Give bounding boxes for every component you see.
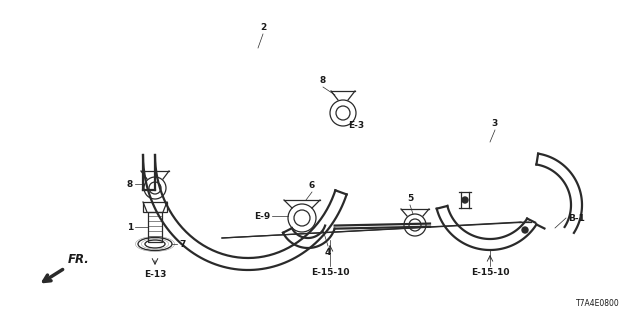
Text: 2: 2 (260, 23, 266, 32)
Text: 4: 4 (325, 248, 331, 257)
Text: E-3: E-3 (348, 121, 364, 130)
Text: T7A4E0800: T7A4E0800 (576, 299, 620, 308)
Text: B-1: B-1 (568, 213, 585, 222)
Text: 6: 6 (309, 181, 315, 190)
Bar (148, 212, 162, 242)
Text: E-15-10: E-15-10 (311, 268, 349, 277)
Text: 8: 8 (320, 76, 326, 85)
Text: 1: 1 (127, 222, 133, 231)
Circle shape (462, 197, 468, 203)
Text: 3: 3 (492, 119, 498, 128)
Text: 7: 7 (179, 239, 186, 249)
Text: E-13: E-13 (144, 270, 166, 279)
Bar (143, 202, 167, 212)
Text: E-9: E-9 (253, 212, 270, 220)
Text: E-15-10: E-15-10 (471, 268, 509, 277)
Circle shape (522, 227, 528, 233)
Text: FR.: FR. (68, 253, 90, 266)
Text: 5: 5 (407, 194, 413, 203)
Text: 8: 8 (127, 180, 133, 188)
